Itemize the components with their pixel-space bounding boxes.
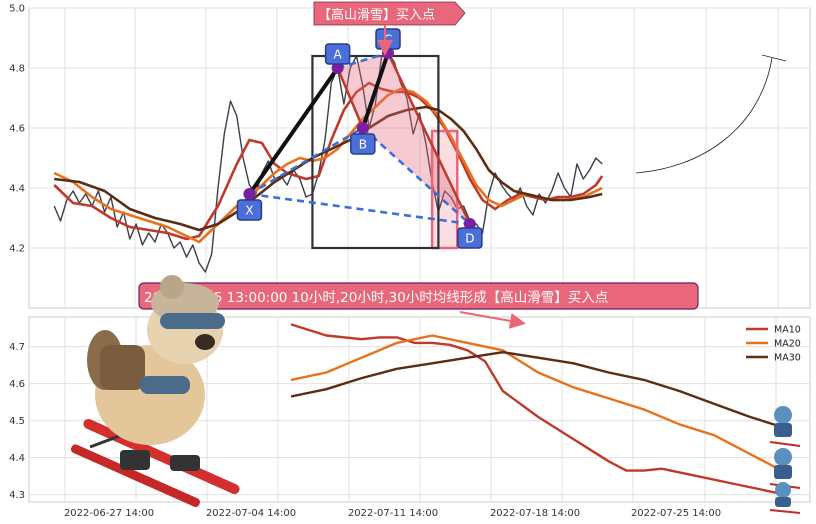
bottom-series-lines [290, 323, 786, 496]
pattern-point-marker [356, 122, 369, 134]
x-tick-label: 2022-07-04 14:00 [206, 508, 296, 519]
x-tick-label: 2022-06-27 14:00 [64, 508, 154, 519]
legend: MA10 MA20 MA30 [746, 325, 801, 364]
pattern-leg-bc [360, 52, 390, 129]
series-line-ma10 [290, 323, 786, 496]
x-tick-label: 2022-07-18 14:00 [490, 508, 580, 519]
pattern-point-label: B [359, 138, 367, 152]
pattern-point-label: X [245, 204, 253, 218]
legend-label: MA20 [774, 339, 801, 350]
bottom-grid [29, 317, 810, 502]
pattern-dashed-xb [248, 126, 364, 196]
annotations: 【高山滑雪】买入点 2022-07-15 13:00:00 10小时,20小时,… [138, 1, 787, 329]
top-series-lines [53, 52, 604, 273]
legend-label: MA30 [774, 353, 801, 364]
skier-icons [769, 406, 801, 514]
decorative-curve-cap [761, 54, 787, 62]
y-tick-label: 4.7 [9, 342, 25, 353]
pattern-point-label: D [465, 232, 474, 246]
pattern-point-label-box [236, 199, 263, 221]
y-tick-label: 5.0 [9, 4, 25, 15]
signal-arrow [459, 311, 526, 329]
buy-point-callout-text: 【高山滑雪】买入点 [318, 7, 435, 23]
x-tick-label: 2022-07-25 14:00 [631, 508, 721, 519]
pattern-point-label-box [457, 227, 483, 249]
y-tick-label: 4.8 [9, 64, 25, 75]
y-tick-label: 4.4 [9, 453, 25, 464]
series-line-ma20 [290, 334, 786, 474]
series-line-ma30 [54, 105, 603, 232]
decorative-curve [635, 57, 773, 174]
signal-callout-box [138, 282, 699, 310]
pattern-point-marker [463, 218, 476, 230]
skier-icon [769, 482, 801, 514]
pattern-overlay: X A B C D [236, 28, 483, 250]
skiing-puppy-mascot [70, 275, 240, 507]
y-tick-label: 4.4 [9, 184, 25, 195]
series-line-ma30 [290, 351, 786, 430]
skier-icon [769, 448, 801, 489]
pattern-leg-xa [247, 66, 340, 196]
pattern-point-marker [331, 62, 344, 74]
y-tick-label: 4.5 [9, 416, 25, 427]
pattern-fill-bcd [362, 53, 470, 224]
pattern-point-marker [243, 188, 256, 200]
bottom-y-tick-labels: 4.7 4.6 4.5 4.4 4.3 [9, 342, 25, 501]
pattern-leg-ab [336, 67, 364, 129]
pattern-dashed-ac [337, 51, 389, 70]
x-tick-label: 2022-07-11 14:00 [348, 508, 438, 519]
pattern-fill-abc [337, 53, 389, 128]
legend-label: MA10 [774, 325, 801, 336]
pattern-point-label-box [350, 133, 376, 155]
signal-callout-text: 2022-07-15 13:00:00 10小时,20小时,30小时均线形成【高… [144, 289, 608, 306]
y-tick-label: 4.6 [9, 379, 25, 390]
pattern-point-label: C [384, 33, 392, 47]
series-line-price [53, 52, 603, 273]
top-panel: 5.0 4.8 4.6 4.4 4.2 X A B C D [9, 4, 811, 309]
y-tick-label: 4.3 [9, 490, 25, 501]
buy-point-callout-box [313, 1, 466, 26]
series-line-ma10 [53, 81, 604, 241]
bottom-x-tick-labels: 2022-06-27 14:00 2022-07-04 14:00 2022-07-… [64, 508, 721, 519]
y-tick-label: 4.6 [9, 124, 25, 135]
pattern-point-label-box [324, 43, 351, 65]
series-line-ma20 [53, 87, 603, 244]
pattern-dashed-xd [249, 192, 471, 226]
top-y-tick-labels: 5.0 4.8 4.6 4.4 4.2 [9, 4, 25, 255]
skier-icon [769, 406, 801, 447]
pattern-leg-cd [386, 52, 472, 225]
top-grid [29, 7, 810, 308]
y-tick-label: 4.2 [9, 244, 25, 255]
pattern-point-label: A [334, 48, 343, 62]
